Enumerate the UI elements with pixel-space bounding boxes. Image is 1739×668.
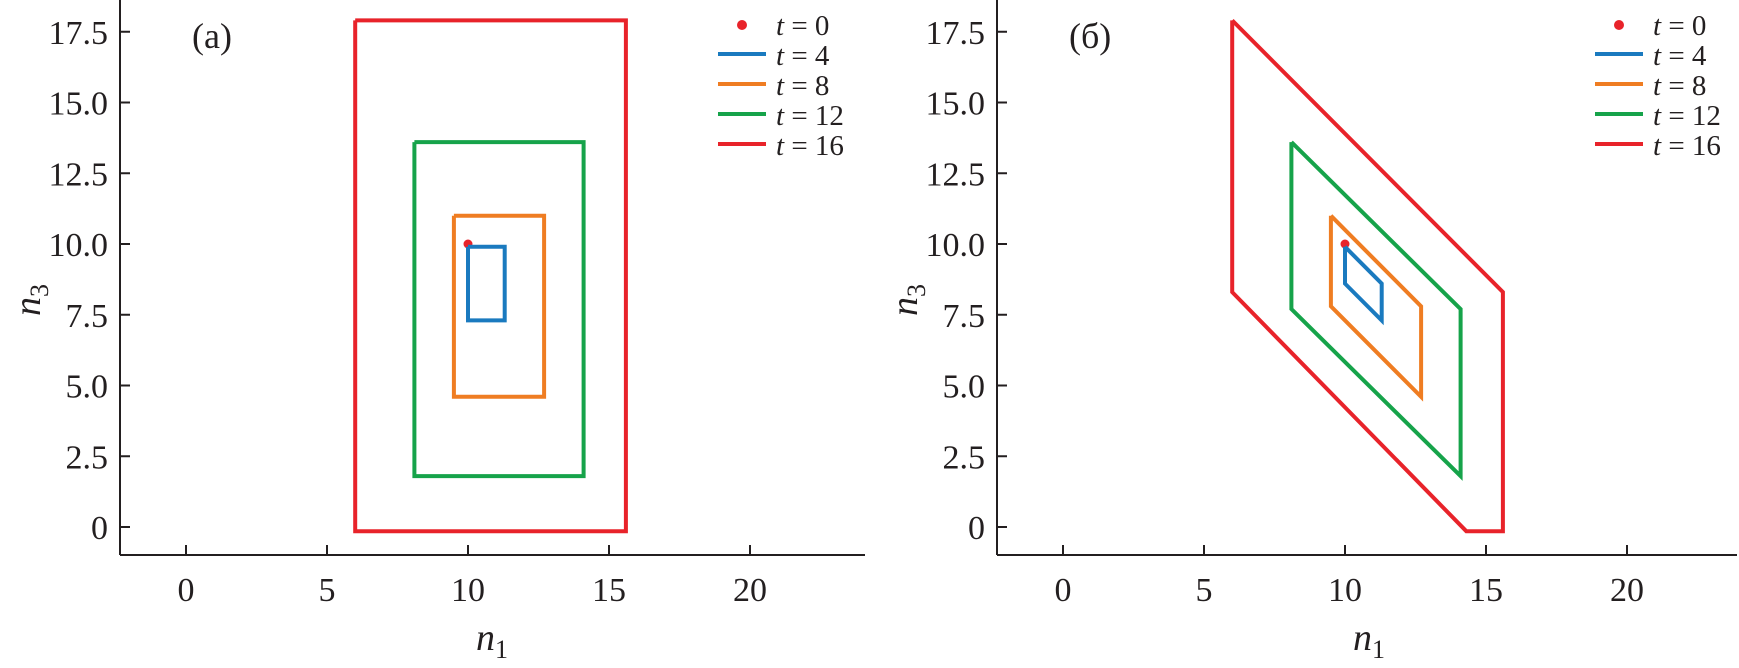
- legend-label: t = 16: [1653, 130, 1721, 162]
- y-tick-label: 15.0: [49, 86, 109, 123]
- legend-marker: [737, 20, 747, 30]
- legend-item-series-t0: t = 0: [737, 10, 829, 42]
- panel-label: (a): [192, 16, 232, 56]
- legend-label: t = 8: [1653, 70, 1706, 102]
- series-t12-line: [412, 140, 586, 479]
- y-tick-label: 10.0: [926, 227, 986, 264]
- legend-label: t = 0: [776, 10, 829, 42]
- x-tick-label: 20: [733, 572, 767, 609]
- legend-label: t = 4: [776, 40, 830, 72]
- series-t16-line: [1230, 18, 1505, 534]
- y-tick-label: 0: [91, 510, 108, 547]
- series-t16-line: [353, 18, 628, 534]
- x-tick-label: 15: [1469, 572, 1503, 609]
- series-t4-line: [1343, 245, 1384, 326]
- y-tick-label: 7.5: [66, 298, 109, 335]
- series-t8-line: [1328, 214, 1424, 402]
- legend-item-series-t0: t = 0: [1614, 10, 1706, 42]
- legend-item-series-t16: t = 16: [1595, 130, 1721, 162]
- legend-item-series-t4: t = 4: [1595, 40, 1707, 72]
- y-axis-title: n3: [884, 284, 931, 316]
- y-tick-label: 12.5: [926, 156, 986, 193]
- y-tick-label: 5.0: [66, 369, 109, 406]
- y-axis-title: n3: [7, 284, 54, 316]
- series-t8-line: [451, 213, 547, 399]
- x-tick-label: 10: [1328, 572, 1362, 609]
- panel-b: 0 5 10 15 20 0 2.5 5.0 7.5 10.0 12.5 15.0 17.5 n1 n3 (б…: [884, 0, 1737, 664]
- y-tick-label: 10.0: [49, 227, 109, 264]
- legend-item-series-t12: t = 12: [718, 100, 844, 132]
- x-axis-title: n1: [1353, 617, 1385, 664]
- y-tick-label: 15.0: [926, 86, 986, 123]
- legend-label: t = 12: [1653, 100, 1721, 132]
- y-tick-label: 17.5: [49, 15, 109, 52]
- x-axis-title: n1: [476, 617, 508, 664]
- legend-label: t = 4: [1653, 40, 1707, 72]
- series-t4-line: [466, 244, 507, 323]
- legend-item-series-t16: t = 16: [718, 130, 844, 162]
- y-tick-label: 17.5: [926, 15, 986, 52]
- panel-a: 0 5 10 15 20 0 2.5 5.0 7.5 10.0 12.5 15.0 17.5 n1 n3 (a…: [7, 0, 865, 664]
- x-tick-label: 10: [451, 572, 485, 609]
- y-tick-label: 5.0: [943, 369, 986, 406]
- legend-label: t = 12: [776, 100, 844, 132]
- y-tick-label: 2.5: [943, 439, 986, 476]
- legend-label: t = 8: [776, 70, 829, 102]
- legend-item-series-t4: t = 4: [718, 40, 830, 72]
- x-tick-label: 0: [1055, 572, 1072, 609]
- panel-label: (б): [1069, 16, 1111, 56]
- x-tick-label: 5: [1196, 572, 1213, 609]
- legend-item-series-t12: t = 12: [1595, 100, 1721, 132]
- y-tick-label: 12.5: [49, 156, 109, 193]
- legend-item-series-t8: t = 8: [718, 70, 829, 102]
- legend-label: t = 16: [776, 130, 844, 162]
- x-tick-label: 20: [1610, 572, 1644, 609]
- legend-label: t = 0: [1653, 10, 1706, 42]
- legend-item-series-t8: t = 8: [1595, 70, 1706, 102]
- y-tick-label: 7.5: [943, 298, 986, 335]
- legend-marker: [1614, 20, 1624, 30]
- y-tick-label: 0: [968, 510, 985, 547]
- x-tick-label: 15: [592, 572, 626, 609]
- x-tick-label: 0: [178, 572, 195, 609]
- y-tick-label: 2.5: [66, 439, 109, 476]
- x-tick-label: 5: [319, 572, 336, 609]
- series-t12-line: [1289, 140, 1463, 481]
